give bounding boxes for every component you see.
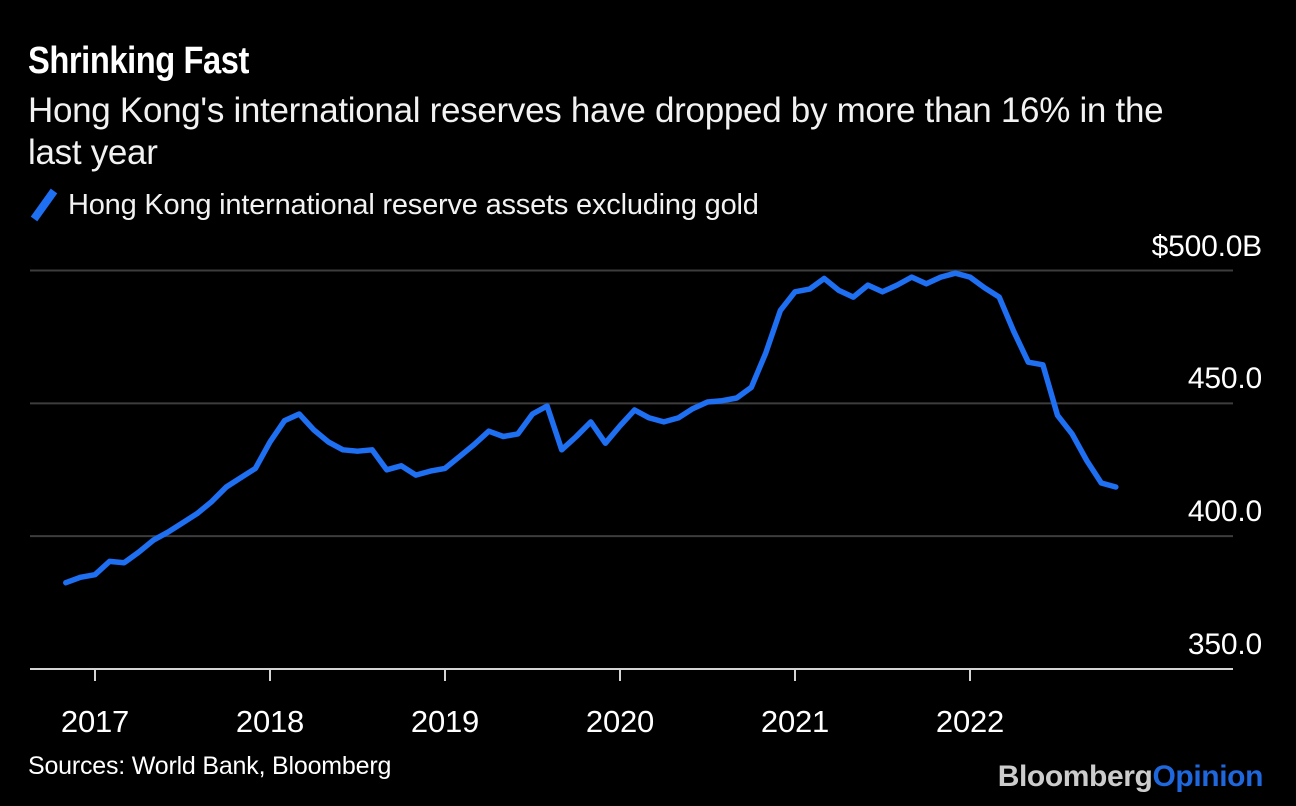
chart-subtitle-line-2: last year bbox=[28, 133, 158, 172]
x-axis-label: 2021 bbox=[760, 704, 830, 739]
legend-label: Hong Kong international reserve assets e… bbox=[68, 188, 759, 221]
logo-suffix: Opinion bbox=[1152, 760, 1263, 793]
source-note: Sources: World Bank, Bloomberg bbox=[28, 752, 392, 780]
legend-slash-icon bbox=[30, 188, 58, 222]
y-axis-label: 400.0 bbox=[1187, 495, 1262, 529]
x-axis-label: 2020 bbox=[585, 704, 655, 739]
reserves-line bbox=[63, 270, 1119, 586]
x-axis-label: 2017 bbox=[60, 704, 130, 739]
x-axis-label: 2018 bbox=[235, 704, 305, 739]
bloomberg-opinion-logo: BloombergOpinion bbox=[997, 760, 1264, 794]
chart-subtitle-line-1: Hong Kong's international reserves have … bbox=[28, 91, 1164, 130]
chart-subtitle: Hong Kong's international reserves have … bbox=[28, 90, 1164, 174]
y-axis-label: 350.0 bbox=[1187, 628, 1262, 661]
y-axis-label: $500.0B bbox=[1151, 229, 1263, 263]
x-axis-label: 2022 bbox=[935, 704, 1005, 739]
logo-brand: Bloomberg bbox=[997, 760, 1153, 793]
x-axis-label: 2019 bbox=[410, 704, 480, 739]
y-axis-label: 450.0 bbox=[1187, 362, 1262, 396]
legend: Hong Kong international reserve assets e… bbox=[28, 186, 759, 224]
chart-title: Shrinking Fast bbox=[28, 40, 249, 82]
